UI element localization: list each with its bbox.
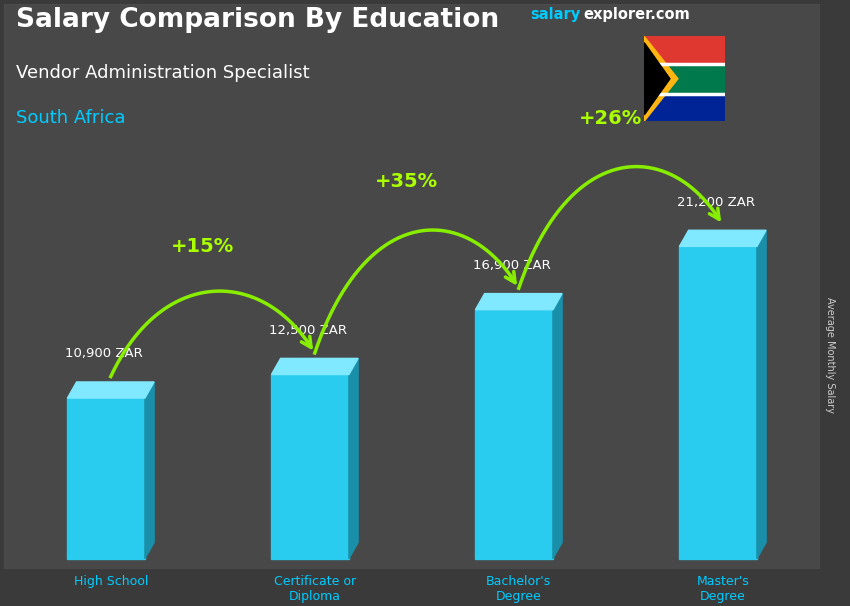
Polygon shape xyxy=(644,36,678,121)
Polygon shape xyxy=(271,358,358,375)
Text: +26%: +26% xyxy=(579,109,643,128)
Polygon shape xyxy=(670,64,725,93)
Bar xyxy=(644,36,725,79)
Polygon shape xyxy=(553,293,562,559)
Polygon shape xyxy=(644,36,674,121)
Polygon shape xyxy=(644,42,670,115)
Polygon shape xyxy=(67,398,145,559)
Text: Average Monthly Salary: Average Monthly Salary xyxy=(825,296,835,413)
Text: +35%: +35% xyxy=(375,172,438,191)
Text: Vendor Administration Specialist: Vendor Administration Specialist xyxy=(16,64,310,82)
Bar xyxy=(644,79,725,121)
Polygon shape xyxy=(349,358,358,559)
Polygon shape xyxy=(67,382,154,398)
Polygon shape xyxy=(475,293,562,310)
Polygon shape xyxy=(271,375,349,559)
Polygon shape xyxy=(757,230,766,559)
Text: High School: High School xyxy=(74,574,148,588)
Text: 12,500 ZAR: 12,500 ZAR xyxy=(269,324,348,337)
Text: South Africa: South Africa xyxy=(16,108,126,127)
Text: explorer.com: explorer.com xyxy=(584,7,690,22)
Polygon shape xyxy=(145,382,154,559)
Text: 21,200 ZAR: 21,200 ZAR xyxy=(677,196,756,208)
Polygon shape xyxy=(679,247,757,559)
Text: Master's
Degree: Master's Degree xyxy=(696,574,749,603)
Polygon shape xyxy=(679,230,766,247)
Text: Certificate or
Diploma: Certificate or Diploma xyxy=(274,574,356,603)
Text: +15%: +15% xyxy=(171,237,235,256)
Text: Bachelor's
Degree: Bachelor's Degree xyxy=(486,574,552,603)
Polygon shape xyxy=(475,310,553,559)
Text: 16,900 ZAR: 16,900 ZAR xyxy=(473,259,551,272)
Polygon shape xyxy=(644,64,725,93)
Text: salary: salary xyxy=(530,7,581,22)
Bar xyxy=(4,4,820,570)
Text: Salary Comparison By Education: Salary Comparison By Education xyxy=(16,7,500,33)
Text: 10,900 ZAR: 10,900 ZAR xyxy=(65,347,143,361)
